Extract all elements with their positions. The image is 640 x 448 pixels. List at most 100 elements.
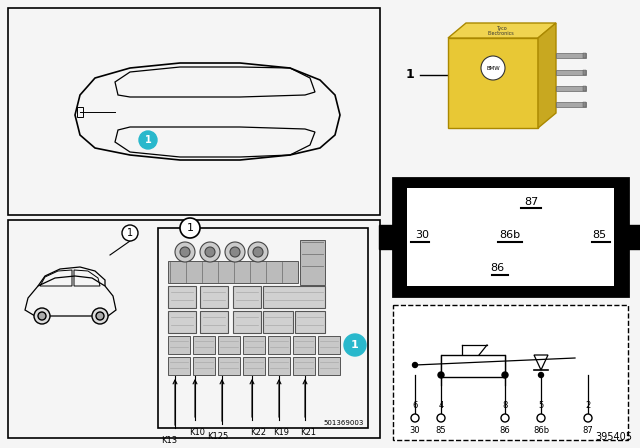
Bar bbox=[407, 188, 614, 286]
Text: 30: 30 bbox=[410, 426, 420, 435]
Bar bbox=[218, 336, 240, 354]
Circle shape bbox=[253, 247, 263, 257]
Text: K13: K13 bbox=[161, 436, 177, 445]
Circle shape bbox=[34, 308, 50, 324]
Text: K22: K22 bbox=[250, 428, 266, 437]
Text: 86b: 86b bbox=[499, 230, 520, 240]
Circle shape bbox=[175, 242, 195, 262]
Text: 30: 30 bbox=[415, 230, 429, 240]
Bar bbox=[583, 70, 586, 75]
Bar bbox=[233, 286, 261, 308]
Text: BMW: BMW bbox=[486, 65, 500, 70]
Circle shape bbox=[230, 247, 240, 257]
Circle shape bbox=[437, 414, 445, 422]
Bar bbox=[556, 86, 586, 91]
Bar bbox=[628, 225, 640, 249]
Circle shape bbox=[248, 242, 268, 262]
Circle shape bbox=[537, 414, 545, 422]
Text: 5: 5 bbox=[538, 401, 543, 410]
Text: 501369003: 501369003 bbox=[324, 420, 364, 426]
Text: K21: K21 bbox=[300, 428, 316, 437]
Bar bbox=[168, 336, 190, 354]
Text: K125: K125 bbox=[207, 432, 228, 441]
Bar bbox=[8, 220, 380, 438]
Bar bbox=[8, 8, 380, 215]
Text: Tyco
Electronics: Tyco Electronics bbox=[488, 26, 515, 36]
Text: 85: 85 bbox=[592, 230, 606, 240]
Bar bbox=[393, 178, 628, 296]
Bar bbox=[168, 311, 196, 333]
Text: 1: 1 bbox=[145, 135, 152, 145]
Circle shape bbox=[96, 312, 104, 320]
Bar bbox=[556, 102, 586, 107]
Circle shape bbox=[538, 372, 543, 378]
Bar bbox=[293, 357, 315, 375]
Bar bbox=[300, 240, 325, 285]
Circle shape bbox=[200, 242, 220, 262]
Circle shape bbox=[438, 372, 444, 378]
Circle shape bbox=[38, 312, 46, 320]
Bar bbox=[268, 336, 290, 354]
Text: 86: 86 bbox=[490, 263, 504, 273]
Bar bbox=[583, 53, 586, 58]
Circle shape bbox=[180, 218, 200, 238]
Circle shape bbox=[205, 247, 215, 257]
Circle shape bbox=[411, 414, 419, 422]
Text: 2: 2 bbox=[586, 401, 591, 410]
Polygon shape bbox=[448, 23, 556, 38]
Text: 85: 85 bbox=[436, 426, 446, 435]
Circle shape bbox=[502, 372, 508, 378]
Text: 87: 87 bbox=[582, 426, 593, 435]
Text: 395405: 395405 bbox=[595, 432, 632, 442]
Text: 86b: 86b bbox=[533, 426, 549, 435]
Circle shape bbox=[344, 334, 366, 356]
Bar bbox=[200, 311, 228, 333]
Bar bbox=[293, 336, 315, 354]
Text: 1: 1 bbox=[186, 223, 193, 233]
Bar bbox=[441, 355, 505, 377]
Circle shape bbox=[122, 225, 138, 241]
Bar bbox=[556, 70, 586, 75]
Bar bbox=[77, 107, 83, 117]
Circle shape bbox=[139, 131, 157, 149]
Bar bbox=[193, 357, 215, 375]
Bar bbox=[448, 38, 538, 128]
Bar bbox=[168, 357, 190, 375]
Circle shape bbox=[180, 247, 190, 257]
Bar bbox=[318, 336, 340, 354]
Bar bbox=[200, 286, 228, 308]
Bar bbox=[583, 102, 586, 107]
Bar bbox=[218, 357, 240, 375]
Bar bbox=[268, 357, 290, 375]
Circle shape bbox=[584, 414, 592, 422]
Bar bbox=[556, 53, 586, 58]
Bar bbox=[243, 336, 265, 354]
Circle shape bbox=[501, 414, 509, 422]
Bar bbox=[318, 357, 340, 375]
Text: 1: 1 bbox=[351, 340, 359, 350]
Bar bbox=[168, 286, 196, 308]
Bar bbox=[295, 311, 325, 333]
Bar bbox=[379, 225, 393, 249]
Text: 8: 8 bbox=[502, 401, 508, 410]
Text: 4: 4 bbox=[438, 401, 444, 410]
Polygon shape bbox=[538, 23, 556, 128]
Bar bbox=[583, 86, 586, 91]
Text: 1: 1 bbox=[405, 69, 414, 82]
Circle shape bbox=[92, 308, 108, 324]
Bar bbox=[263, 311, 293, 333]
Circle shape bbox=[225, 242, 245, 262]
Text: 1: 1 bbox=[127, 228, 133, 238]
Bar bbox=[393, 305, 628, 440]
Bar bbox=[158, 228, 368, 428]
Text: K19: K19 bbox=[273, 428, 289, 437]
Text: 86: 86 bbox=[500, 426, 510, 435]
Circle shape bbox=[413, 362, 417, 367]
Bar bbox=[263, 286, 325, 308]
Text: 6: 6 bbox=[412, 401, 418, 410]
Text: K10: K10 bbox=[189, 428, 205, 437]
Bar bbox=[193, 336, 215, 354]
Bar bbox=[233, 311, 261, 333]
Bar bbox=[243, 357, 265, 375]
Circle shape bbox=[481, 56, 505, 80]
